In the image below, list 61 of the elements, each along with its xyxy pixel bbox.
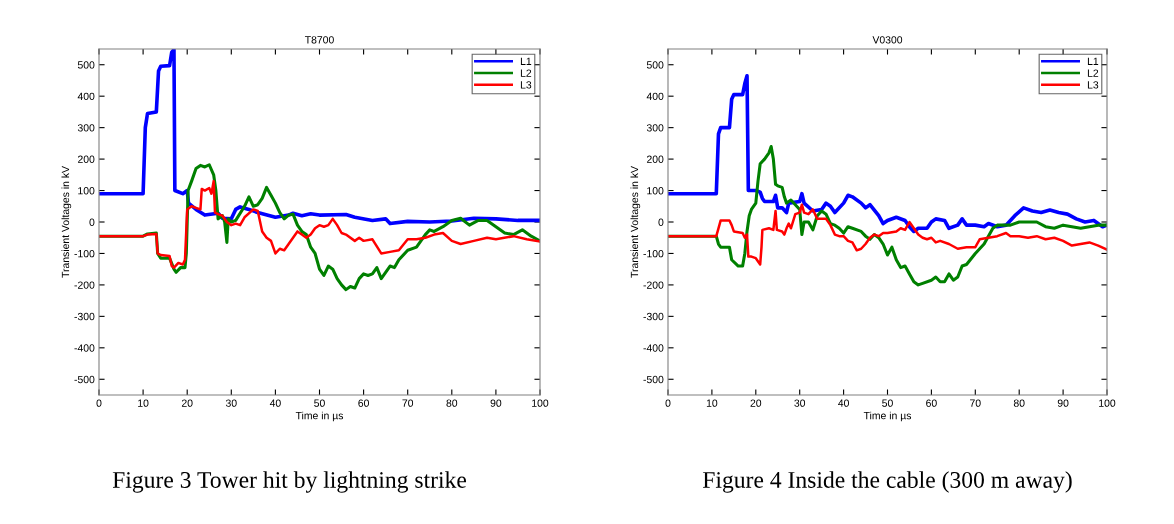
y-tick-label: 200 bbox=[77, 155, 95, 163]
y-tick-label: 0 bbox=[658, 218, 664, 226]
y-tick-label: 500 bbox=[646, 61, 664, 69]
chart-title: T8700 bbox=[304, 36, 334, 44]
legend-label: L3 bbox=[520, 81, 532, 89]
x-tick-label: 80 bbox=[446, 399, 458, 407]
y-tick-label: -300 bbox=[643, 312, 664, 321]
x-tick-label: 90 bbox=[490, 399, 502, 407]
line-series bbox=[668, 144, 1107, 287]
x-tick-label: 90 bbox=[1057, 399, 1069, 407]
x-tick-label: 100 bbox=[1099, 399, 1116, 407]
y-tick-label: 300 bbox=[646, 124, 664, 132]
x-tick-label: 80 bbox=[1013, 399, 1025, 407]
x-tick-label: 50 bbox=[882, 399, 893, 407]
y-tick-label: -400 bbox=[643, 344, 664, 352]
x-axis-title: Time in µs bbox=[863, 411, 912, 422]
y-tick-label: 300 bbox=[77, 124, 95, 132]
legend-label: L2 bbox=[1087, 69, 1099, 77]
legend-label: L2 bbox=[520, 69, 532, 77]
y-tick-label: -500 bbox=[74, 375, 95, 384]
y-tick-label: -200 bbox=[643, 281, 664, 289]
caption: Figure 3 Tower hit by lightning strike bbox=[112, 471, 467, 493]
y-axis-title: Transient Voltages in kV bbox=[630, 166, 641, 278]
line-series bbox=[99, 179, 540, 269]
x-tick-label: 70 bbox=[970, 399, 981, 407]
x-tick-label: 10 bbox=[706, 399, 718, 407]
y-tick-label: -100 bbox=[74, 249, 95, 258]
y-axis-title: Transient Voltages in kV bbox=[61, 166, 72, 278]
x-tick-label: 50 bbox=[314, 399, 325, 407]
x-tick-label: 0 bbox=[665, 399, 671, 407]
x-tick-label: 60 bbox=[926, 399, 937, 407]
x-tick-label: 60 bbox=[358, 399, 369, 407]
y-tick-label: 500 bbox=[77, 61, 95, 69]
x-tick-label: 10 bbox=[138, 399, 149, 407]
y-tick-label: 200 bbox=[646, 155, 664, 163]
x-tick-label: 70 bbox=[402, 399, 414, 407]
y-tick-label: -200 bbox=[74, 281, 95, 289]
y-tick-label: -500 bbox=[643, 375, 664, 384]
y-tick-label: 100 bbox=[78, 187, 95, 195]
x-axis-title: Time in µs bbox=[295, 411, 344, 422]
caption: Figure 4 Inside the cable (300 m away) bbox=[702, 471, 1072, 493]
y-tick-label: 100 bbox=[647, 187, 664, 195]
legend-label: L3 bbox=[1087, 81, 1099, 89]
legend-label: L1 bbox=[520, 57, 532, 65]
y-tick-label: 400 bbox=[77, 92, 95, 101]
x-tick-label: 100 bbox=[532, 399, 549, 407]
x-tick-label: 20 bbox=[750, 399, 762, 407]
y-tick-label: -100 bbox=[643, 249, 664, 258]
x-tick-label: 40 bbox=[838, 399, 849, 407]
x-tick-label: 20 bbox=[181, 399, 193, 407]
y-tick-label: -300 bbox=[74, 312, 95, 321]
y-tick-label: -400 bbox=[74, 344, 95, 352]
line-series bbox=[668, 203, 1107, 266]
x-tick-label: 30 bbox=[225, 399, 237, 407]
x-tick-label: 30 bbox=[794, 399, 806, 407]
x-tick-label: 40 bbox=[269, 399, 281, 407]
x-tick-label: 0 bbox=[96, 399, 102, 407]
y-tick-label: 0 bbox=[89, 218, 95, 226]
legend-label: L1 bbox=[1087, 57, 1099, 65]
chart-title: V0300 bbox=[872, 36, 903, 44]
y-tick-label: 400 bbox=[646, 92, 664, 101]
